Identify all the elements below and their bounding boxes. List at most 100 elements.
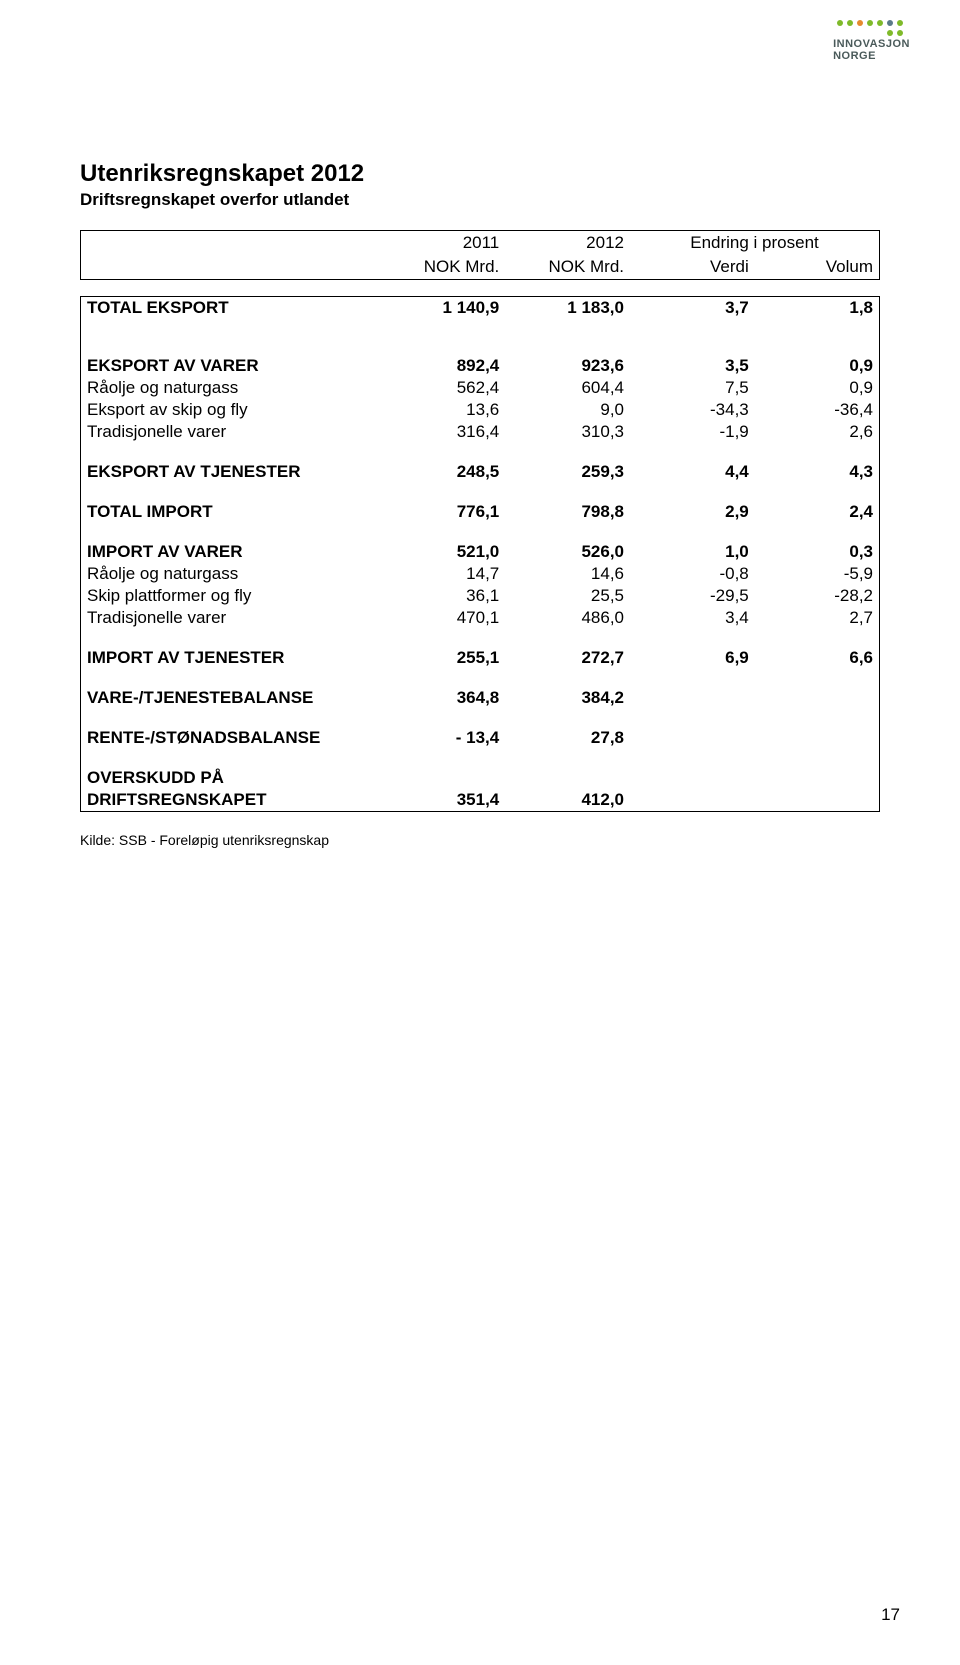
- table-row: [81, 523, 880, 541]
- row-value: 776,1: [381, 501, 506, 523]
- row-value: [755, 789, 880, 812]
- spacer-cell: [81, 443, 880, 461]
- row-value: 316,4: [381, 421, 506, 443]
- row-value: 259,3: [505, 461, 630, 483]
- table-row: Eksport av skip og fly13,69,0-34,3-36,4: [81, 399, 880, 421]
- page-subtitle: Driftsregnskapet overfor utlandet: [80, 190, 880, 210]
- row-value: 36,1: [381, 585, 506, 607]
- row-value: [381, 767, 506, 789]
- table-row: [81, 319, 880, 337]
- row-label: Råolje og naturgass: [81, 377, 381, 399]
- table-row: TOTAL EKSPORT1 140,91 183,03,71,8: [81, 297, 880, 320]
- row-label: EKSPORT AV VARER: [81, 355, 381, 377]
- header-verdi: Verdi: [630, 255, 755, 280]
- row-value: - 13,4: [381, 727, 506, 749]
- spacer-cell: [81, 669, 880, 687]
- row-value: 3,7: [630, 297, 755, 320]
- row-value: 2,7: [755, 607, 880, 629]
- row-value: -0,8: [630, 563, 755, 585]
- header-row-2: NOK Mrd. NOK Mrd. Verdi Volum: [81, 255, 880, 280]
- page-number: 17: [881, 1605, 900, 1625]
- table-row: [81, 709, 880, 727]
- row-value: 9,0: [505, 399, 630, 421]
- row-value: 562,4: [381, 377, 506, 399]
- row-label: DRIFTSREGNSKAPET: [81, 789, 381, 812]
- row-value: [755, 687, 880, 709]
- page-title: Utenriksregnskapet 2012: [80, 160, 880, 188]
- row-label: TOTAL EKSPORT: [81, 297, 381, 320]
- spacer-cell: [81, 337, 880, 355]
- row-value: 798,8: [505, 501, 630, 523]
- row-value: -28,2: [755, 585, 880, 607]
- row-value: [505, 767, 630, 789]
- row-label: VARE-/TJENESTEBALANSE: [81, 687, 381, 709]
- row-value: 364,8: [381, 687, 506, 709]
- row-value: 470,1: [381, 607, 506, 629]
- row-value: [630, 687, 755, 709]
- row-value: 1,8: [755, 297, 880, 320]
- row-value: 1,0: [630, 541, 755, 563]
- table-row: EKSPORT AV VARER892,4923,63,50,9: [81, 355, 880, 377]
- row-label: Tradisjonelle varer: [81, 607, 381, 629]
- logo-line2: NORGE: [833, 50, 876, 62]
- row-label: Tradisjonelle varer: [81, 421, 381, 443]
- row-value: [630, 727, 755, 749]
- logo: INNOVASJON NORGE: [833, 20, 910, 62]
- table-row: VARE-/TJENESTEBALANSE364,8384,2: [81, 687, 880, 709]
- row-label: Skip plattformer og fly: [81, 585, 381, 607]
- row-value: 3,4: [630, 607, 755, 629]
- row-label: EKSPORT AV TJENESTER: [81, 461, 381, 483]
- row-value: 255,1: [381, 647, 506, 669]
- row-value: 0,9: [755, 355, 880, 377]
- row-value: 2,4: [755, 501, 880, 523]
- row-value: [630, 789, 755, 812]
- row-value: 604,4: [505, 377, 630, 399]
- row-label: TOTAL IMPORT: [81, 501, 381, 523]
- header-nok1: NOK Mrd.: [381, 255, 506, 280]
- table-row: Skip plattformer og fly36,125,5-29,5-28,…: [81, 585, 880, 607]
- row-label: IMPORT AV VARER: [81, 541, 381, 563]
- spacer-cell: [81, 709, 880, 727]
- row-label: Eksport av skip og fly: [81, 399, 381, 421]
- table-row: RENTE-/STØNADSBALANSE- 13,427,8: [81, 727, 880, 749]
- row-value: [630, 767, 755, 789]
- table-row: Råolje og naturgass14,714,6-0,8-5,9: [81, 563, 880, 585]
- row-value: 351,4: [381, 789, 506, 812]
- row-value: 412,0: [505, 789, 630, 812]
- row-value: 6,9: [630, 647, 755, 669]
- spacer-cell: [81, 629, 880, 647]
- row-value: 272,7: [505, 647, 630, 669]
- row-value: 2,6: [755, 421, 880, 443]
- table-row: [81, 337, 880, 355]
- page-content: Utenriksregnskapet 2012 Driftsregnskapet…: [80, 160, 880, 848]
- row-value: 4,3: [755, 461, 880, 483]
- row-value: 248,5: [381, 461, 506, 483]
- table-row: [81, 443, 880, 461]
- row-value: -1,9: [630, 421, 755, 443]
- row-value: -34,3: [630, 399, 755, 421]
- table-row: OVERSKUDD PÅ: [81, 767, 880, 789]
- row-value: 4,4: [630, 461, 755, 483]
- row-value: -29,5: [630, 585, 755, 607]
- table-row: TOTAL IMPORT776,1798,82,92,4: [81, 501, 880, 523]
- row-value: 14,7: [381, 563, 506, 585]
- spacer-cell: [81, 319, 880, 337]
- row-value: [755, 767, 880, 789]
- row-value: 384,2: [505, 687, 630, 709]
- table-row: IMPORT AV TJENESTER255,1272,76,96,6: [81, 647, 880, 669]
- header-volum: Volum: [755, 255, 880, 280]
- table-row: DRIFTSREGNSKAPET351,4412,0: [81, 789, 880, 812]
- row-label: RENTE-/STØNADSBALANSE: [81, 727, 381, 749]
- row-value: 25,5: [505, 585, 630, 607]
- header-2012: 2012: [505, 231, 630, 256]
- table-row: EKSPORT AV TJENESTER248,5259,34,44,3: [81, 461, 880, 483]
- row-value: 0,3: [755, 541, 880, 563]
- header-nok2: NOK Mrd.: [505, 255, 630, 280]
- header-table: 2011 2012 Endring i prosent NOK Mrd. NOK…: [80, 230, 880, 280]
- header-2011: 2011: [381, 231, 506, 256]
- logo-text: INNOVASJON NORGE: [833, 38, 910, 62]
- row-value: 14,6: [505, 563, 630, 585]
- spacer-cell: [81, 523, 880, 541]
- row-value: 310,3: [505, 421, 630, 443]
- row-value: 1 183,0: [505, 297, 630, 320]
